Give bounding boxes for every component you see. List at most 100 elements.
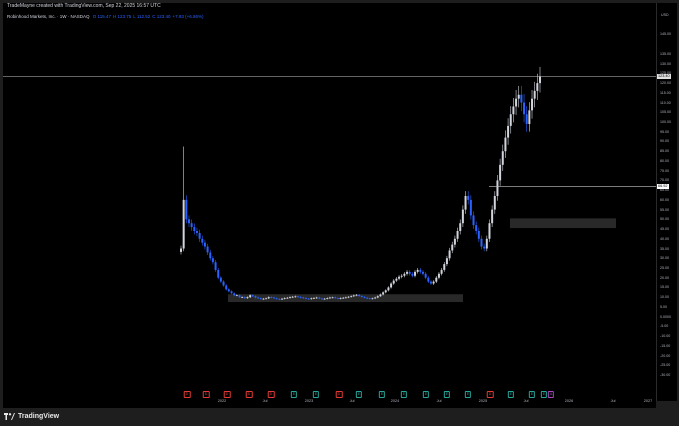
axis-unit-label: USD — [661, 13, 669, 17]
price-tick: 80.00 — [660, 158, 669, 163]
event-badge[interactable]: E — [464, 391, 472, 398]
footer-bar: TradingView — [0, 408, 679, 426]
candle-body — [467, 195, 470, 200]
price-tick: -5.00 — [660, 324, 669, 329]
candle-body — [424, 273, 427, 278]
event-badge[interactable]: A — [547, 391, 555, 398]
candle-body — [350, 296, 353, 297]
candle-body — [368, 298, 371, 300]
time-tick: 2027 — [643, 399, 653, 403]
candle-body — [501, 151, 504, 165]
candle-body — [249, 295, 252, 298]
candle-body — [371, 298, 374, 300]
tradingview-logo[interactable]: TradingView — [4, 413, 59, 420]
event-badge[interactable]: D — [202, 391, 210, 398]
price-tick: -30.00 — [660, 373, 671, 377]
candle-body — [464, 195, 467, 210]
candle-body — [302, 297, 305, 299]
event-badge[interactable]: E — [422, 391, 430, 398]
candle-body — [241, 297, 244, 298]
candle-body — [326, 298, 329, 299]
price-tick: -20.00 — [660, 353, 671, 358]
candle-body — [395, 278, 398, 281]
candle-body — [419, 269, 422, 272]
candle-body — [201, 238, 204, 243]
candle-body — [387, 287, 390, 291]
event-badge[interactable]: E — [378, 391, 386, 398]
price-tick: 40.00 — [660, 236, 669, 241]
event-badge[interactable]: E — [507, 391, 515, 398]
time-axis[interactable]: 2022 Jul 2023 Jul 2024 Jul 2025 Jul 2026 Jul 2027 — [3, 398, 656, 408]
price-tick: 20.00 — [660, 275, 669, 280]
candle-body — [382, 292, 385, 295]
candle-body — [358, 294, 361, 296]
candle-body — [182, 199, 185, 249]
price-tick: 15.00 — [660, 285, 669, 290]
price-tick: 55.00 — [660, 207, 669, 212]
candle-body — [485, 238, 488, 249]
candle-body — [233, 293, 236, 296]
price-tick: 65.00 — [660, 188, 669, 193]
event-badge[interactable]: D — [183, 391, 191, 398]
candle-body — [286, 297, 289, 299]
time-tick: Jul — [349, 399, 355, 403]
chart-pane[interactable]: TradeMayne created with TradingView.com,… — [3, 3, 656, 401]
event-badge[interactable]: D — [335, 391, 343, 398]
candle-body — [366, 297, 369, 299]
candle-body — [275, 298, 278, 300]
symbol-legend: Robinhood Markets, Inc. · 1W · NASDAQ O … — [7, 14, 208, 19]
price-tick: 25.00 — [660, 265, 669, 270]
event-badge[interactable]: D — [486, 391, 494, 398]
candle-body — [235, 295, 238, 297]
candle-body — [281, 298, 284, 300]
price-axis[interactable]: USD 155.00145.00135.00130.00125.00120.00… — [656, 3, 677, 401]
candle-body — [515, 98, 518, 107]
event-badge[interactable]: E — [290, 391, 298, 398]
candle-body — [525, 114, 528, 124]
candle-body — [307, 298, 310, 300]
candle-body — [414, 271, 417, 276]
candle-body — [257, 297, 260, 299]
time-tick: 2024 — [390, 399, 400, 403]
candle-body — [411, 273, 414, 276]
event-badge[interactable]: D — [267, 391, 275, 398]
candle-body — [267, 297, 270, 299]
candle-body — [217, 269, 220, 278]
candle-body — [531, 98, 534, 111]
time-tick: 2026 — [564, 399, 574, 403]
event-badge[interactable]: E — [400, 391, 408, 398]
price-tick: -15.00 — [660, 343, 671, 348]
candle-body — [198, 232, 201, 239]
supply-demand-zone[interactable] — [510, 218, 616, 229]
candle-body — [254, 296, 257, 298]
candle-body — [453, 238, 456, 245]
event-badge[interactable]: E — [312, 391, 320, 398]
candle-body — [435, 277, 438, 282]
event-badge[interactable]: D — [223, 391, 231, 398]
time-tick: Jul — [262, 399, 268, 403]
event-badge[interactable]: D — [245, 391, 253, 398]
candle-body — [347, 296, 350, 298]
candle-body — [472, 215, 475, 226]
candle-body — [504, 137, 507, 152]
price-tick: -25.00 — [660, 363, 671, 368]
price-tick: 110.00 — [660, 100, 671, 105]
event-badge[interactable]: E — [355, 391, 363, 398]
candle-body — [246, 297, 249, 299]
tradingview-brand-text: TradingView — [18, 413, 60, 420]
candle-body — [310, 298, 313, 300]
candle-body — [443, 264, 446, 270]
symbol-name: Robinhood Markets, Inc. · 1W · NASDAQ — [7, 14, 90, 19]
candle-body — [477, 231, 480, 239]
event-badge[interactable]: E — [528, 391, 536, 398]
event-badge[interactable]: E — [443, 391, 451, 398]
candle-body — [195, 231, 198, 233]
candle-body — [355, 294, 358, 296]
event-badge[interactable]: E — [540, 391, 548, 398]
price-tick: 115.00 — [660, 90, 671, 95]
candle-body — [528, 110, 531, 124]
ohlc-value: C 123.40 — [152, 14, 171, 19]
price-chart[interactable] — [3, 3, 656, 401]
candle-body — [374, 297, 377, 299]
time-tick: 2022 — [217, 399, 227, 403]
